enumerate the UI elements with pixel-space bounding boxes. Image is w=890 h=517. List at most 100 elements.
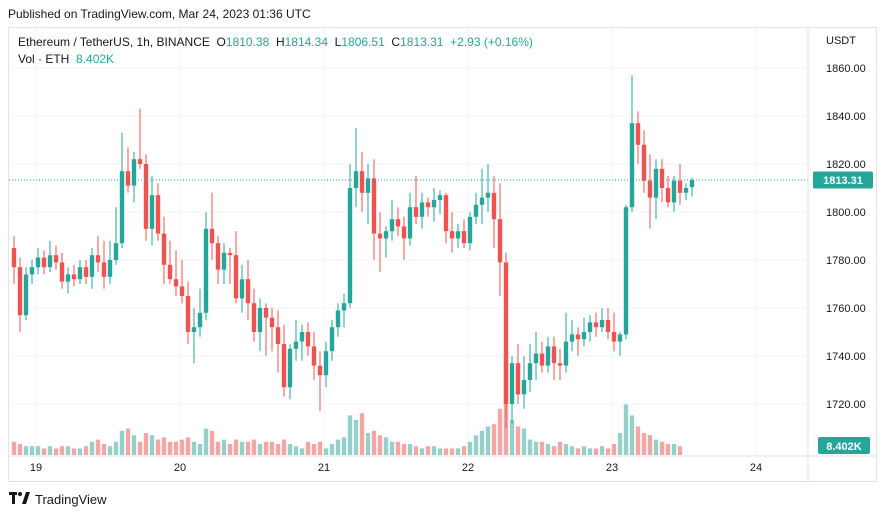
- candle[interactable]: [431, 188, 437, 222]
- candle[interactable]: [515, 344, 521, 404]
- candle[interactable]: [473, 192, 479, 224]
- candle[interactable]: [299, 324, 305, 361]
- candle[interactable]: [89, 248, 95, 289]
- candle[interactable]: [557, 348, 563, 380]
- candle[interactable]: [359, 152, 365, 212]
- candle[interactable]: [257, 298, 263, 352]
- candle[interactable]: [125, 147, 131, 193]
- symbol-label[interactable]: Ethereum / TetherUS, 1h, BINANCE: [18, 35, 210, 49]
- candle[interactable]: [119, 132, 125, 248]
- candle[interactable]: [659, 159, 665, 203]
- candle[interactable]: [143, 154, 149, 241]
- candle[interactable]: [281, 324, 287, 397]
- candle[interactable]: [575, 327, 581, 356]
- candle[interactable]: [191, 308, 197, 364]
- candle[interactable]: [203, 212, 209, 320]
- candle[interactable]: [293, 320, 299, 361]
- candle[interactable]: [467, 212, 473, 251]
- candle[interactable]: [341, 293, 347, 328]
- candle[interactable]: [677, 164, 683, 205]
- candle[interactable]: [587, 315, 593, 342]
- candle[interactable]: [137, 108, 143, 169]
- candle[interactable]: [161, 216, 167, 284]
- candle[interactable]: [155, 183, 161, 241]
- candle[interactable]: [227, 248, 233, 284]
- candle[interactable]: [209, 192, 215, 260]
- candle[interactable]: [485, 164, 491, 212]
- candle[interactable]: [623, 204, 629, 340]
- candle[interactable]: [653, 159, 659, 220]
- candle[interactable]: [665, 176, 671, 208]
- candle[interactable]: [647, 154, 653, 229]
- candle[interactable]: [401, 216, 407, 260]
- candle[interactable]: [29, 260, 35, 284]
- candle[interactable]: [509, 356, 515, 424]
- candle[interactable]: [71, 264, 77, 287]
- candle[interactable]: [419, 192, 425, 229]
- candle[interactable]: [233, 231, 239, 304]
- candle[interactable]: [563, 312, 569, 373]
- candle[interactable]: [185, 281, 191, 344]
- candle[interactable]: [11, 236, 17, 284]
- candle[interactable]: [173, 250, 179, 296]
- candle[interactable]: [83, 260, 89, 284]
- candle[interactable]: [269, 308, 275, 352]
- candle[interactable]: [377, 212, 383, 272]
- candle[interactable]: [395, 207, 401, 236]
- candle[interactable]: [47, 240, 53, 272]
- candle[interactable]: [611, 312, 617, 352]
- candle[interactable]: [671, 176, 677, 212]
- candle[interactable]: [443, 192, 449, 244]
- candle[interactable]: [491, 176, 497, 248]
- candle[interactable]: [263, 303, 269, 356]
- candle[interactable]: [95, 236, 101, 272]
- candle[interactable]: [323, 341, 329, 388]
- candle[interactable]: [131, 152, 137, 203]
- candle[interactable]: [35, 248, 41, 275]
- candle[interactable]: [629, 75, 635, 212]
- candle[interactable]: [533, 332, 539, 380]
- candle[interactable]: [497, 183, 503, 296]
- chart-frame[interactable]: [8, 27, 877, 482]
- candle[interactable]: [599, 308, 605, 332]
- candle[interactable]: [617, 332, 623, 356]
- candle[interactable]: [455, 224, 461, 248]
- candle[interactable]: [179, 260, 185, 304]
- candle[interactable]: [311, 332, 317, 380]
- candle[interactable]: [371, 159, 377, 260]
- candle[interactable]: [683, 183, 689, 200]
- candle[interactable]: [383, 226, 389, 258]
- candle[interactable]: [635, 111, 641, 164]
- candle[interactable]: [437, 190, 443, 215]
- candle[interactable]: [113, 207, 119, 265]
- candle[interactable]: [149, 176, 155, 246]
- candle[interactable]: [215, 236, 221, 284]
- candle[interactable]: [23, 267, 29, 320]
- candle[interactable]: [551, 336, 557, 380]
- candle[interactable]: [245, 260, 251, 320]
- candle[interactable]: [329, 320, 335, 361]
- candle[interactable]: [317, 351, 323, 412]
- candle[interactable]: [53, 245, 59, 270]
- candle[interactable]: [479, 168, 485, 224]
- candle[interactable]: [503, 252, 509, 428]
- candle[interactable]: [539, 341, 545, 373]
- footer-brand[interactable]: TradingView: [9, 491, 107, 507]
- candle[interactable]: [41, 250, 47, 275]
- candle[interactable]: [305, 322, 311, 356]
- candle[interactable]: [347, 164, 353, 308]
- candle[interactable]: [197, 288, 203, 337]
- candle[interactable]: [221, 243, 227, 284]
- candle[interactable]: [59, 252, 65, 289]
- candle[interactable]: [101, 240, 107, 289]
- candle[interactable]: [689, 177, 695, 197]
- candle[interactable]: [389, 200, 395, 241]
- candle[interactable]: [425, 197, 431, 217]
- candle[interactable]: [581, 317, 587, 347]
- candle[interactable]: [365, 164, 371, 224]
- candle[interactable]: [461, 219, 467, 248]
- candle[interactable]: [353, 128, 359, 208]
- candle[interactable]: [77, 260, 83, 284]
- candle[interactable]: [287, 344, 293, 400]
